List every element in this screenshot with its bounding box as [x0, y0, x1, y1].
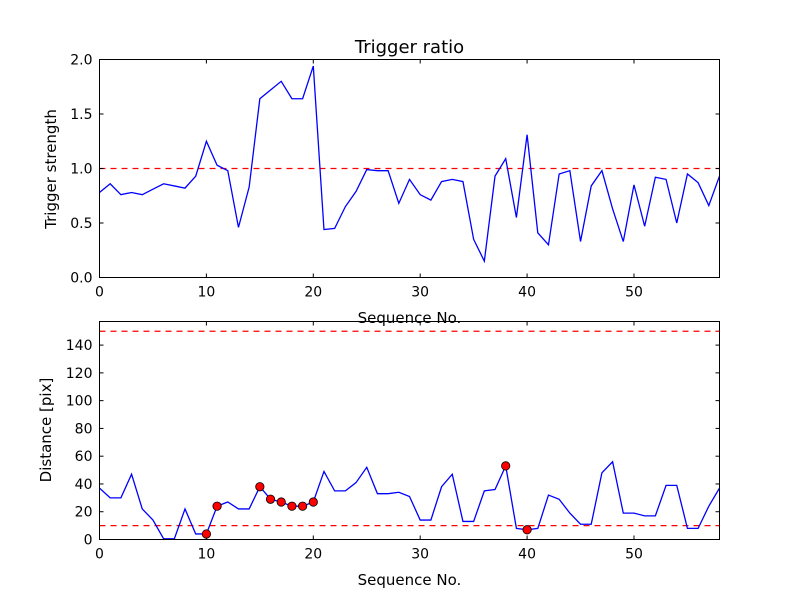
x-tick-label: 50: [625, 547, 643, 563]
x-tick-label: 30: [411, 547, 429, 563]
y-tick-label: 20: [75, 505, 93, 521]
distance-chart: 0 10 20 30 40 50 0 20 40 60 80 100 120 140 Sequence N…: [37, 321, 720, 589]
chart-title: Trigger ratio: [354, 37, 464, 58]
x-tick-label: 30: [411, 285, 429, 301]
y-tick-label: 140: [66, 338, 93, 354]
x-tick-label: 40: [518, 547, 536, 563]
x-tick-label: 0: [95, 547, 104, 563]
y-tick-label: 60: [75, 449, 93, 465]
y-tick-label: 100: [66, 394, 93, 410]
data-marker: [265, 494, 276, 504]
x-tick-label: 10: [197, 547, 215, 563]
data-marker: [255, 482, 265, 492]
x-tick-label: 40: [518, 285, 536, 301]
data-marker: [212, 501, 222, 511]
y-tick-label: 80: [75, 421, 93, 437]
data-marker: [308, 497, 318, 507]
data-marker: [287, 501, 297, 511]
y-tick-label: 2.0: [70, 53, 92, 69]
x-tick-label: 10: [197, 285, 215, 301]
series-line: [99, 65, 720, 264]
y-tick-label: 120: [66, 366, 93, 382]
y-tick-label: 0.0: [70, 271, 92, 287]
x-axis-label: Sequence No.: [358, 571, 462, 589]
x-tick-label: 20: [304, 547, 322, 563]
data-marker: [522, 525, 532, 535]
y-axis-label: Distance [pix]: [37, 378, 55, 483]
y-tick-label: 0.5: [70, 216, 92, 232]
x-tick-label: 0: [95, 285, 104, 301]
x-axis-label: Sequence No.: [358, 309, 462, 327]
y-tick-label: 0: [84, 533, 93, 549]
y-axis-label: Trigger strength: [42, 109, 60, 230]
data-marker: [276, 497, 286, 507]
trigger-ratio-chart: Trigger ratio 0 10 20 30 40 50 0.0 0.5 1.0 1.5 2.0…: [42, 37, 720, 327]
data-marker: [298, 501, 308, 511]
x-tick-label: 50: [625, 285, 643, 301]
y-tick-label: 1.0: [70, 162, 92, 178]
series-line: [99, 460, 720, 540]
data-marker: [501, 461, 511, 471]
y-tick-label: 40: [75, 477, 93, 493]
x-tick-label: 20: [304, 285, 322, 301]
y-tick-label: 1.5: [70, 107, 92, 123]
data-marker: [201, 529, 211, 539]
plot-frame: [99, 321, 720, 540]
